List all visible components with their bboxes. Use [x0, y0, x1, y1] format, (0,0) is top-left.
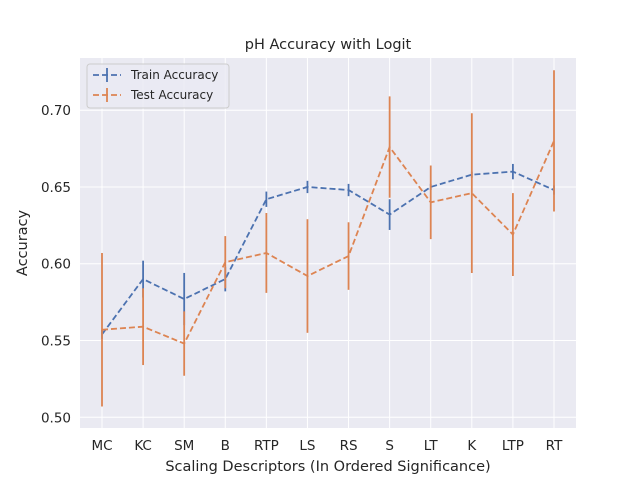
x-tick-label: RT: [546, 438, 563, 454]
series-line: [101, 140, 555, 345]
x-tick-label: K: [467, 438, 477, 454]
legend-label: Test Accuracy: [130, 88, 213, 102]
x-tick-labels: MC KC SM B RTP LS RS S LT K LTP RT: [91, 438, 563, 454]
x-tick-label: RTP: [254, 438, 279, 454]
x-tick-label: RS: [340, 438, 358, 454]
legend-label: Train Accuracy: [130, 68, 218, 82]
legend-box: [86, 63, 230, 109]
y-tick-labels: 0.50 0.55 0.60 0.65 0.70: [41, 103, 71, 426]
y-axis-label: Accuracy: [15, 209, 31, 276]
x-axis-label: Scaling Descriptors (In Ordered Signific…: [165, 459, 490, 475]
y-tick-label: 0.65: [41, 180, 71, 196]
x-tick-label: B: [221, 438, 230, 454]
x-tick-label: KC: [134, 438, 152, 454]
x-gridlines: [101, 58, 555, 428]
x-tick-label: SM: [174, 438, 194, 454]
x-tick-label: LS: [299, 438, 315, 454]
y-gridlines: [80, 109, 576, 418]
legend: Train Accuracy Test Accuracy: [86, 63, 230, 109]
chart-title: pH Accuracy with Logit: [245, 37, 412, 53]
y-tick-label: 0.70: [41, 103, 71, 119]
y-tick-label: 0.60: [41, 257, 71, 273]
series-line: [101, 170, 555, 335]
y-tick-label: 0.55: [41, 333, 71, 349]
y-tick-label: 0.50: [41, 410, 71, 426]
x-tick-label: MC: [91, 438, 112, 454]
series-test: [101, 70, 555, 407]
series-layer: [101, 70, 555, 407]
x-tick-label: S: [385, 438, 394, 454]
x-tick-label: LTP: [502, 438, 524, 454]
x-tick-label: LT: [424, 438, 439, 454]
plot-background: [80, 58, 576, 428]
